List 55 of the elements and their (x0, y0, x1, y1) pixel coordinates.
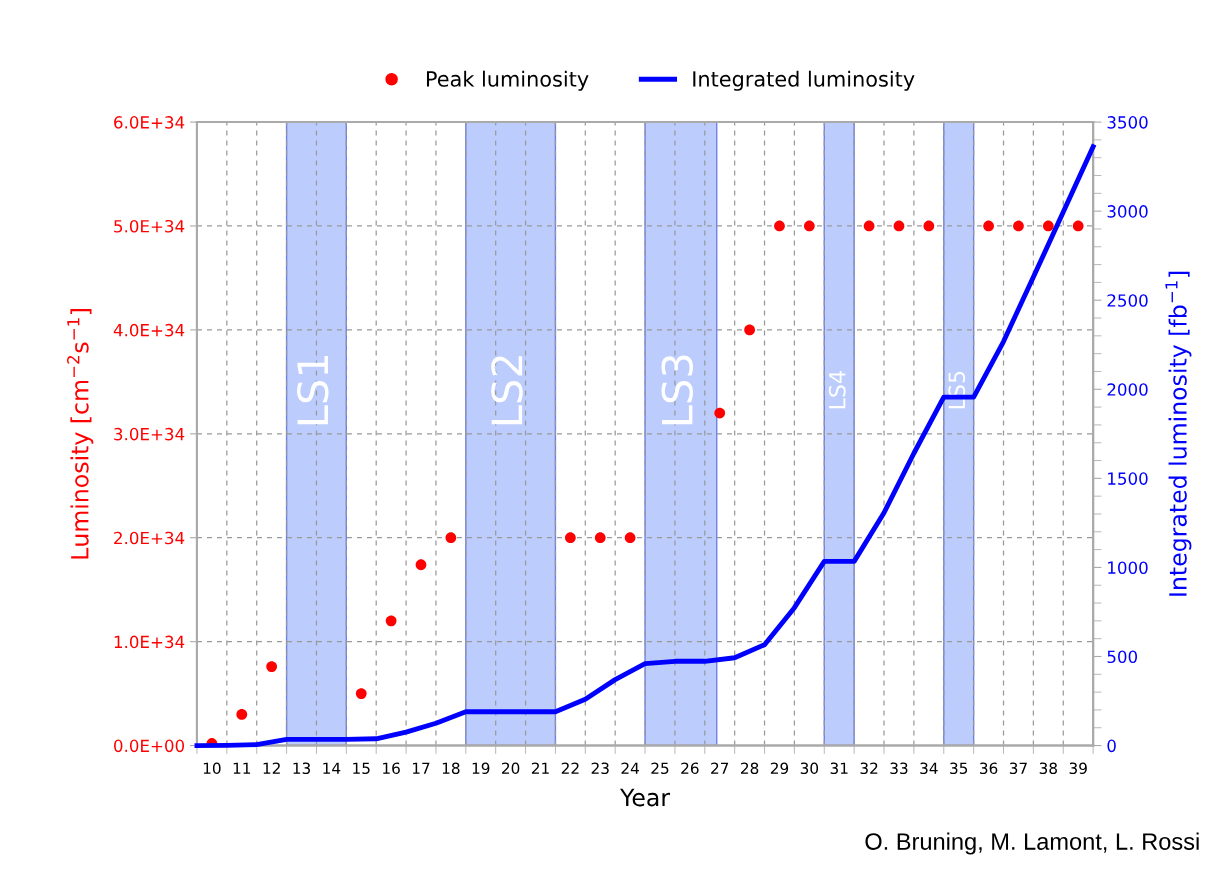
x-tick-label: 26 (681, 762, 699, 775)
band-label: LS2 (491, 356, 523, 425)
x-tick-label: 28 (741, 762, 759, 775)
x-tick-label: 31 (830, 762, 848, 775)
legend-label: Integrated luminosity (693, 70, 915, 91)
band-label: LS1 (297, 355, 329, 425)
x-tick-label: 30 (800, 762, 819, 775)
x-tick-label: 39 (1069, 762, 1087, 775)
x-tick-label: 27 (711, 762, 729, 774)
y2-tick-label: 2000 (1107, 383, 1148, 396)
x-tick-label: 22 (561, 762, 579, 774)
y-tick-label: 6.0E+34 (114, 116, 185, 129)
x-tick-label: 17 (412, 762, 430, 774)
y2-tick-label: 1500 (1108, 472, 1148, 485)
y2-axis-title: Integrated luminosity [fb$^{−1}$] (1165, 271, 1192, 596)
x-tick-label: 38 (1039, 762, 1057, 775)
band-label: LS3 (661, 355, 693, 425)
x-tick-label: 14 (323, 762, 341, 774)
x-tick-label: 15 (353, 762, 370, 775)
y2-tick-label: 500 (1107, 650, 1138, 664)
y-tick-label: 3.0E+34 (114, 427, 185, 441)
y2-tick-label: 2500 (1107, 294, 1148, 307)
x-tick-label: 18 (442, 762, 460, 775)
x-tick-label: 34 (920, 762, 938, 775)
y2-tick-label: 3500 (1107, 116, 1148, 129)
x-tick-label: 36 (980, 762, 998, 775)
y-tick-label: 4.0E+34 (113, 323, 185, 337)
y2-tick-label: 0 (1107, 739, 1116, 753)
y2-tick-label: 1000 (1108, 561, 1148, 574)
x-tick-label: 19 (472, 762, 490, 775)
x-tick-label: 12 (263, 762, 280, 774)
x-tick-label: 32 (860, 762, 878, 775)
x-tick-label: 25 (651, 762, 669, 775)
x-tick-label: 24 (621, 762, 639, 774)
y-tick-label: 1.0E+34 (114, 635, 185, 649)
y-tick-label: 5.0E+34 (114, 219, 185, 233)
legend-label: Peak luminosity (426, 70, 589, 91)
x-tick-label: 35 (950, 762, 968, 775)
x-tick-label: 11 (233, 762, 251, 774)
y-tick-label: 2.0E+34 (114, 531, 185, 545)
x-tick-label: 10 (203, 762, 221, 775)
x-tick-label: 37 (1009, 762, 1027, 775)
x-tick-label: 23 (591, 762, 609, 775)
y-tick-label: 0.0E+00 (114, 739, 185, 753)
y2-tick-label: 3000 (1107, 205, 1148, 218)
y-axis-title: Luminosity [cm$^{−2}$s$^{−1}$] (67, 309, 94, 559)
x-tick-label: 21 (531, 762, 549, 774)
x-tick-label: 16 (383, 762, 400, 775)
x-tick-label: 33 (890, 762, 908, 775)
x-tick-label: 29 (770, 762, 789, 775)
x-tick-label: 20 (502, 762, 520, 775)
x-axis-title: Year (620, 788, 671, 807)
band-label: LS4 (828, 371, 846, 409)
text: O. Bruning, M. Lamont, L. Rossi (865, 832, 1199, 855)
x-tick-label: 13 (293, 762, 311, 775)
